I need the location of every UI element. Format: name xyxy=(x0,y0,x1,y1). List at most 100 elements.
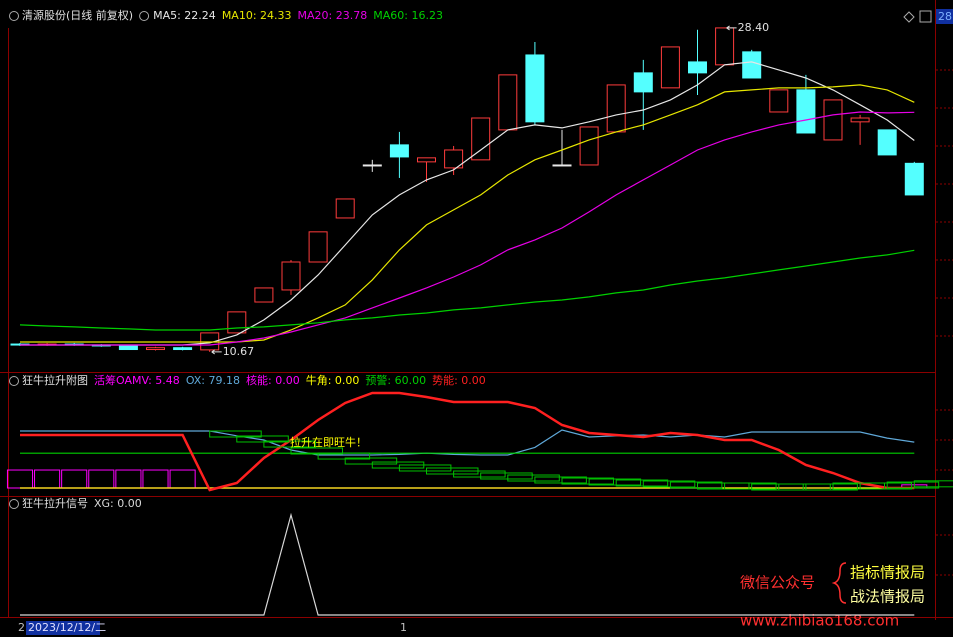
candle-body xyxy=(281,261,301,291)
candle-body xyxy=(417,157,436,163)
candle-body xyxy=(850,117,870,123)
header-icon xyxy=(9,499,19,509)
step-box xyxy=(263,440,316,448)
step-box xyxy=(724,482,777,490)
panel-title: 清源股份(日线 前复权) xyxy=(22,8,133,22)
step-box xyxy=(236,435,289,443)
step-box xyxy=(507,474,560,482)
candle-body xyxy=(633,72,653,93)
candle-body xyxy=(769,89,789,113)
candle-body xyxy=(715,27,735,66)
candle-body xyxy=(118,345,138,351)
legend-entry: 活筹OAMV: 5.48 xyxy=(94,373,180,387)
candle-body xyxy=(688,61,707,74)
candle-body xyxy=(471,117,491,161)
step-box xyxy=(615,479,669,487)
panel-title: 狂牛拉升附图 xyxy=(22,373,88,387)
watermark-line: 指标情报局 xyxy=(850,564,925,582)
price-tag: 28 xyxy=(938,10,952,23)
candle-body xyxy=(552,164,572,167)
candle-body xyxy=(498,74,518,131)
candle-body xyxy=(579,126,599,166)
step-box xyxy=(669,481,723,489)
legend-entry: MA5: 22.24 xyxy=(153,9,216,22)
step-box xyxy=(453,470,506,478)
step-box xyxy=(317,452,371,460)
step-box xyxy=(805,483,858,491)
step-box xyxy=(832,482,885,490)
annotation: 拉升在即旺牛！ xyxy=(290,435,367,449)
step-box xyxy=(913,480,953,488)
candle-body xyxy=(227,311,247,334)
candle-body xyxy=(796,89,816,134)
ma-line xyxy=(19,249,915,331)
series-line xyxy=(20,512,915,616)
watermark-url: www.zhibiao168.com xyxy=(740,612,899,630)
header-icon xyxy=(9,11,19,21)
frame xyxy=(0,0,953,620)
watermark-line: 战法情报局 xyxy=(850,588,925,606)
candle-body xyxy=(389,144,409,158)
step-box xyxy=(561,477,614,485)
candle-body xyxy=(904,162,924,196)
step-box xyxy=(642,480,696,488)
axis-dashes xyxy=(936,69,953,576)
step-box xyxy=(209,430,262,438)
date-bar xyxy=(0,620,953,637)
legend-entry: XG: 0.00 xyxy=(94,497,142,510)
step-box xyxy=(480,472,533,480)
ma-line xyxy=(20,111,915,346)
step-box xyxy=(751,483,804,491)
watermark-prefix: 微信公众号 xyxy=(740,574,815,592)
step-box xyxy=(290,447,343,455)
footer-date: 2023/12/12/二 xyxy=(28,621,106,634)
legend-entry: OX: 79.18 xyxy=(186,374,240,387)
candle-body xyxy=(335,198,355,219)
label-arrow xyxy=(211,349,222,355)
candle-body xyxy=(525,54,545,123)
step-box xyxy=(886,481,940,489)
candle-body xyxy=(660,46,680,89)
step-box xyxy=(778,483,831,491)
price-tag-box xyxy=(936,9,953,24)
extreme-label: 10.67 xyxy=(223,345,255,358)
panel-title: 狂牛拉升信号 xyxy=(22,496,88,510)
legend-entry: MA10: 24.33 xyxy=(222,9,292,22)
step-box xyxy=(344,457,398,465)
step-box xyxy=(588,478,642,486)
legend-entry: MA20: 23.78 xyxy=(298,9,368,22)
candle-body xyxy=(200,332,220,351)
extreme-label: 28.40 xyxy=(738,21,770,34)
legend-entry: 核能: 0.00 xyxy=(246,373,300,387)
ma-line xyxy=(20,84,915,343)
series-line xyxy=(20,391,915,492)
step-box xyxy=(534,476,587,484)
label-arrow xyxy=(726,25,737,31)
candle-body xyxy=(823,99,843,141)
legend-entry: 势能: 0.00 xyxy=(432,373,486,387)
legend-entry: MA60: 16.23 xyxy=(373,9,443,22)
legend-entry: 牛角: 0.00 xyxy=(306,373,360,387)
candle-body xyxy=(146,347,165,351)
step-box xyxy=(697,482,750,490)
watermark-brace xyxy=(831,562,847,604)
candle-body xyxy=(254,287,274,303)
series-line xyxy=(20,429,915,456)
footer-mark: 1 xyxy=(400,621,407,634)
header-icon xyxy=(9,376,19,386)
date-box xyxy=(26,621,100,635)
candle-body xyxy=(742,51,762,79)
legend-entry: 预警: 60.00 xyxy=(365,373,426,387)
diamond-icon[interactable] xyxy=(903,11,915,23)
candle-body xyxy=(362,164,382,167)
window-icon[interactable] xyxy=(919,10,932,23)
header-icon xyxy=(139,11,150,21)
step-box xyxy=(859,482,913,490)
candle-body xyxy=(444,149,464,169)
candle-body xyxy=(173,347,193,351)
candle-body xyxy=(606,84,626,133)
candle-body xyxy=(308,231,328,263)
footer-mark: 2 xyxy=(18,621,25,634)
